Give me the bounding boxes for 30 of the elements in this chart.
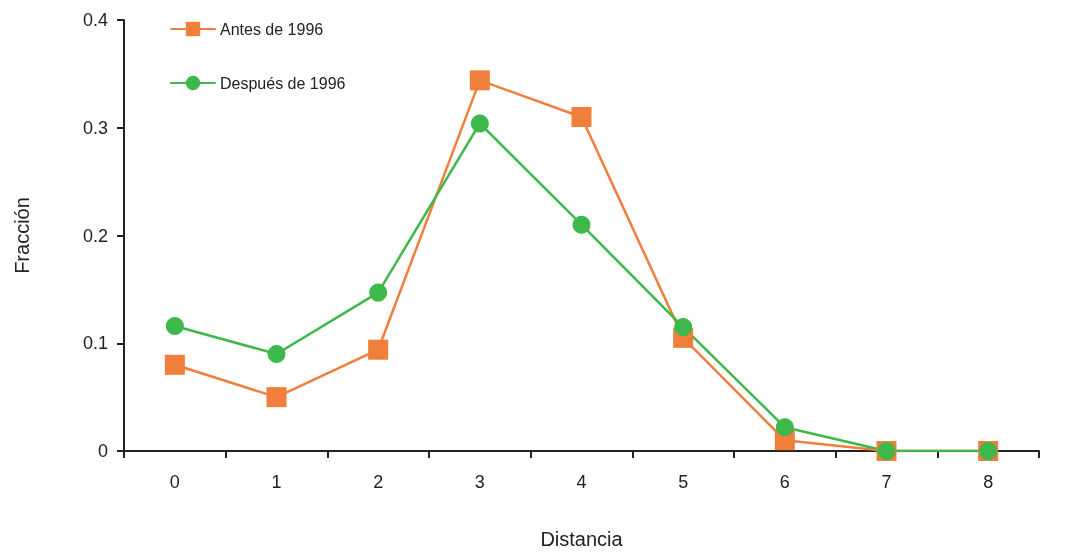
point <box>775 418 794 437</box>
x-tick-label: 1 <box>271 472 282 492</box>
y-tick-label: 0.1 <box>82 333 108 354</box>
point <box>266 387 287 408</box>
x-tick-label: 3 <box>474 472 485 492</box>
x-tick-label: 8 <box>983 472 994 492</box>
point <box>469 70 490 91</box>
y-axis-title: Fracción <box>11 197 33 274</box>
legend-label: Antes de 1996 <box>220 20 324 38</box>
y-tick-label: 0.4 <box>82 10 108 30</box>
x-tick-label: 5 <box>678 472 689 492</box>
x-tick-label: 0 <box>169 472 180 492</box>
point <box>572 215 591 234</box>
point <box>369 283 388 302</box>
point <box>674 318 693 337</box>
point <box>571 106 592 127</box>
point <box>165 317 184 335</box>
legend-label: Después de 1996 <box>220 74 346 92</box>
x-tick-label: 4 <box>576 472 587 492</box>
y-tick-label: 0 <box>97 441 108 461</box>
x-tick-label: 7 <box>881 472 892 492</box>
point <box>368 339 389 360</box>
y-tick-label: 0.3 <box>82 117 108 138</box>
y-tick-label: 0.2 <box>82 225 108 246</box>
point <box>470 114 489 133</box>
x-axis-title: Distancia <box>540 528 624 550</box>
point <box>164 354 185 375</box>
point <box>267 345 286 364</box>
x-tick-label: 2 <box>373 472 384 492</box>
x-tick-label: 6 <box>779 472 790 492</box>
